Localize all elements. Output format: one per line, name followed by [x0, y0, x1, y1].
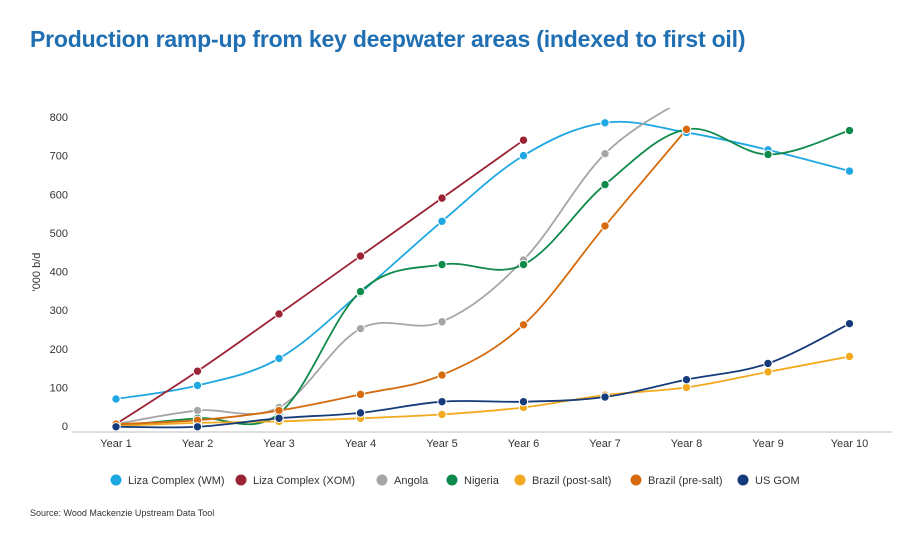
data-point [437, 216, 447, 226]
legend-marker [110, 474, 122, 486]
chart-title: Production ramp-up from key deepwater ar… [30, 26, 746, 52]
x-tick-label: Year 2 [182, 438, 213, 450]
data-point [600, 148, 610, 159]
legend-label: Liza Complex (WM) [128, 475, 225, 487]
data-point [518, 150, 529, 161]
series-line [115, 322, 850, 429]
data-point [763, 358, 773, 369]
data-point [763, 367, 773, 377]
data-point [844, 351, 855, 362]
data-point [763, 149, 773, 160]
y-tick-label: 800 [50, 112, 68, 124]
data-point [437, 396, 447, 407]
data-point [844, 166, 855, 176]
data-point [600, 118, 610, 128]
data-point [355, 286, 366, 297]
source-note: Source: Wood Mackenzie Upstream Data Too… [30, 508, 215, 518]
legend-marker [514, 474, 526, 486]
data-point [192, 366, 203, 376]
legend-marker [235, 474, 247, 486]
y-tick-label: 200 [50, 344, 68, 356]
data-point [111, 394, 121, 404]
series-line [115, 108, 672, 425]
legend-label: Brazil (pre-salt) [648, 475, 723, 487]
legend-label: Liza Complex (XOM) [253, 475, 355, 487]
series-line [115, 127, 850, 427]
x-tick-label: Year 7 [589, 438, 620, 450]
x-tick-label: Year 10 [831, 438, 869, 450]
data-point [355, 389, 366, 400]
x-tick-label: Year 3 [263, 438, 294, 450]
data-point [518, 396, 529, 407]
series-line [115, 128, 688, 425]
legend-label: Nigeria [464, 475, 500, 487]
data-point [518, 259, 529, 270]
x-tick-label: Year 5 [426, 438, 457, 450]
data-point [682, 93, 690, 101]
y-tick-label: 100 [50, 382, 68, 394]
data-point [518, 320, 529, 330]
series-points [111, 93, 855, 432]
legend-marker [446, 474, 458, 486]
data-point [437, 317, 447, 327]
data-point [600, 179, 610, 190]
data-point [111, 422, 121, 432]
data-point [274, 309, 284, 319]
data-point [844, 318, 855, 329]
data-point [844, 125, 855, 136]
y-tick-label: 0 [62, 421, 68, 433]
legend-marker [376, 474, 388, 486]
y-tick-label: 400 [50, 267, 68, 279]
data-point [355, 323, 366, 334]
data-point [437, 193, 447, 203]
legend-marker [737, 474, 749, 486]
series-lines [115, 108, 850, 429]
data-point [437, 409, 447, 420]
data-point [681, 374, 692, 385]
y-tick-label: 600 [50, 189, 68, 201]
legend-label: Angola [394, 475, 429, 487]
x-tick-label: Year 9 [752, 438, 783, 450]
data-point [518, 135, 529, 145]
data-point [600, 221, 610, 231]
legend-marker [630, 474, 642, 486]
legend: Liza Complex (WM) Liza Complex (XOM) Angol… [110, 474, 800, 487]
y-tick-label: 700 [50, 151, 68, 163]
data-point [274, 405, 284, 416]
data-point [192, 422, 203, 432]
data-point [681, 382, 692, 393]
y-tick-label: 500 [50, 228, 68, 240]
x-tick-label: Year 6 [508, 438, 539, 450]
data-point [437, 370, 447, 380]
data-point [192, 380, 203, 391]
series-line [115, 355, 850, 427]
data-point [192, 405, 203, 416]
data-point [681, 124, 692, 135]
y-axis-label: '000 b/d [31, 253, 43, 292]
series-line [115, 120, 850, 400]
data-point [355, 251, 366, 261]
data-point [355, 408, 366, 418]
data-point [274, 413, 284, 423]
x-tick-label: Year 4 [345, 438, 376, 450]
axes: 0 100 200 300 400 500 600 700 800 '000 b/d Year 1 Y… [31, 112, 892, 450]
data-point [437, 259, 447, 270]
x-tick-label: Year 8 [671, 438, 702, 450]
y-tick-label: 300 [50, 305, 68, 317]
data-point [274, 353, 284, 364]
series-line [115, 139, 525, 425]
x-tick-label: Year 1 [100, 438, 131, 450]
legend-label: US GOM [755, 475, 800, 487]
legend-label: Brazil (post-salt) [532, 475, 611, 487]
data-point [600, 392, 610, 402]
